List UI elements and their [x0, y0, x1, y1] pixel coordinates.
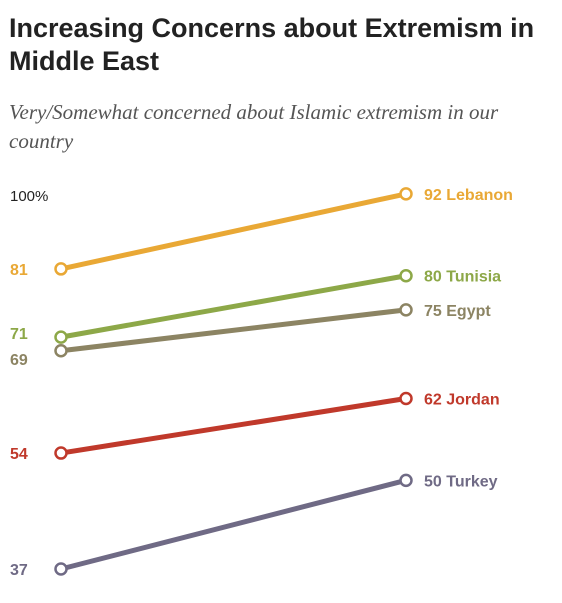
series-line-lebanon [58, 191, 409, 272]
end-label-turkey: 50 Turkey [424, 473, 498, 490]
series-line-tunisia [58, 273, 409, 340]
series-line-jordan [58, 396, 409, 456]
series-jordan: 54 62 Jordan [10, 392, 500, 464]
point-turkey-end [399, 473, 413, 488]
point-turkey-start [54, 562, 68, 576]
point-tunisia-end [399, 268, 413, 283]
series-turkey: 37 50 Turkey [10, 473, 498, 579]
chart-title: Increasing Concerns about Extremism in M… [9, 13, 535, 76]
series-line-turkey [58, 477, 409, 572]
series-layer: 81 92 Lebanon 71 80 Tunisia 69 75 Egypt 54 62 J… [10, 187, 513, 579]
end-label-jordan: 62 Jordan [424, 392, 500, 409]
series-tunisia: 71 80 Tunisia [10, 268, 501, 344]
point-jordan-end [399, 391, 413, 406]
end-label-egypt: 75 Egypt [424, 303, 491, 320]
start-value-label-jordan: 54 [10, 446, 28, 463]
end-label-tunisia: 80 Tunisia [424, 269, 501, 286]
end-label-lebanon: 92 Lebanon [424, 187, 513, 204]
y-axis-max-label: 100% [10, 188, 48, 205]
point-egypt-start [54, 344, 68, 358]
point-jordan-start [54, 446, 68, 460]
point-lebanon-start [54, 262, 68, 276]
series-lebanon: 81 92 Lebanon [10, 187, 513, 279]
series-egypt: 69 75 Egypt [10, 303, 491, 369]
start-value-label-turkey: 37 [10, 562, 28, 579]
start-value-label-lebanon: 81 [10, 262, 28, 279]
point-egypt-end [399, 303, 413, 317]
point-lebanon-end [399, 187, 413, 201]
start-value-label-tunisia: 71 [10, 326, 28, 343]
point-tunisia-start [54, 330, 68, 344]
start-value-label-egypt: 69 [10, 352, 28, 369]
series-line-egypt [58, 307, 409, 354]
chart-subtitle: Very/Somewhat concerned about Islamic ex… [9, 100, 499, 153]
